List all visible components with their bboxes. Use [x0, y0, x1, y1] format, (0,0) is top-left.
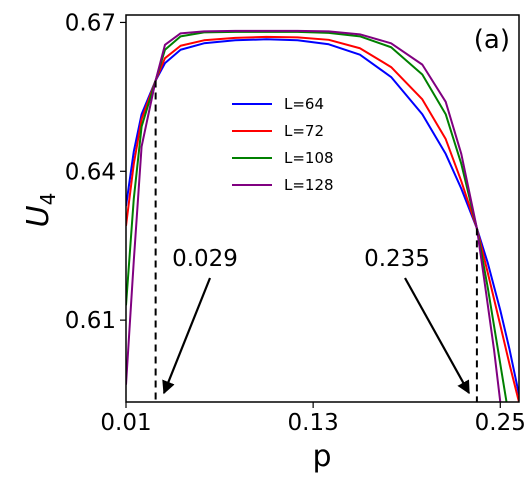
- legend-label: L=128: [284, 176, 334, 194]
- annotation-lines: [154, 80, 478, 402]
- y-tick-label: 0.64: [65, 159, 116, 185]
- y-ticks: 0.61 0.64 0.67: [65, 10, 126, 334]
- annotation-label: 0.029: [172, 246, 238, 272]
- y-tick-label: 0.67: [65, 10, 116, 36]
- annotation-label: 0.235: [364, 246, 430, 272]
- x-tick-label: 0.13: [288, 410, 339, 436]
- y-axis-label: U4: [21, 193, 60, 228]
- y-axis-label-main: U: [21, 205, 56, 227]
- y-tick-label: 0.61: [65, 308, 116, 334]
- panel-label: (a): [474, 25, 510, 55]
- x-axis-label: p: [312, 439, 331, 474]
- series-line-4: [126, 29, 502, 402]
- legend: L=64 L=72 L=108 L=128: [232, 95, 334, 194]
- legend-label: L=72: [284, 122, 324, 140]
- y-axis-label-subscript: 4: [36, 193, 60, 206]
- x-tick-label: 0.01: [100, 410, 151, 436]
- annotations: 0.029 0.235: [162, 246, 470, 395]
- legend-label: L=64: [284, 95, 324, 113]
- series-line-2: [126, 35, 519, 402]
- annotation-arrow: [404, 277, 470, 395]
- annotation-arrow: [162, 277, 212, 395]
- x-tick-label: 0.25: [475, 410, 526, 436]
- plot-frame: [125, 14, 520, 403]
- legend-label: L=108: [284, 149, 334, 167]
- svg-text:U4: U4: [21, 193, 60, 228]
- series-layer: [126, 29, 519, 402]
- x-ticks: 0.01 0.13 0.25: [100, 402, 526, 436]
